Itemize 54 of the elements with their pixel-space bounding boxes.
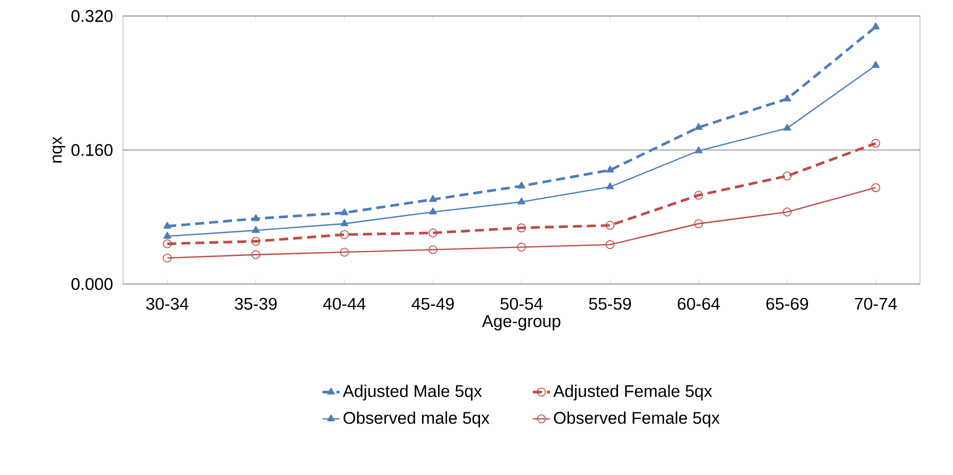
point bbox=[252, 226, 260, 233]
point bbox=[518, 182, 526, 188]
point bbox=[428, 228, 438, 238]
point bbox=[340, 248, 349, 257]
point bbox=[252, 214, 260, 222]
point bbox=[162, 254, 172, 262]
x-tick-label: 60-64 bbox=[678, 298, 720, 310]
point bbox=[694, 122, 703, 130]
point bbox=[694, 190, 704, 200]
x-tick-label: 55-59 bbox=[589, 298, 631, 310]
point bbox=[251, 236, 260, 246]
x-tick-label: 35-39 bbox=[234, 298, 277, 310]
point bbox=[517, 223, 526, 232]
point bbox=[694, 219, 704, 228]
point bbox=[518, 197, 526, 204]
point bbox=[429, 194, 437, 202]
point bbox=[783, 94, 792, 102]
point bbox=[251, 250, 260, 260]
x-tick-label: 30-34 bbox=[146, 298, 188, 310]
legend-label: Adjusted Female 5qx bbox=[553, 384, 712, 400]
point bbox=[606, 182, 614, 190]
point bbox=[783, 124, 792, 131]
x-tick-label: 50-54 bbox=[500, 298, 543, 310]
y-tick-label: 0.000 bbox=[71, 278, 113, 290]
x-axis-title: Age-group bbox=[482, 315, 560, 330]
point bbox=[872, 22, 880, 30]
point bbox=[871, 138, 880, 148]
x-tick-label: 65-69 bbox=[766, 298, 808, 310]
x-tick-label: 70-74 bbox=[854, 298, 897, 310]
point bbox=[162, 239, 172, 248]
legend-label: Adjusted Male 5qx bbox=[342, 384, 482, 400]
point bbox=[163, 232, 172, 239]
point bbox=[694, 146, 703, 154]
point bbox=[871, 183, 880, 192]
point bbox=[782, 208, 792, 216]
point bbox=[606, 166, 614, 173]
point bbox=[340, 230, 349, 240]
point bbox=[163, 222, 172, 229]
y-tick-label: 0.160 bbox=[71, 144, 113, 156]
point bbox=[517, 242, 526, 252]
point bbox=[428, 245, 438, 254]
legend-label: Observed Female 5qx bbox=[554, 411, 720, 428]
point bbox=[872, 60, 880, 68]
x-tick-label: 45-49 bbox=[412, 298, 454, 310]
legend-label: Observed male 5qx bbox=[344, 411, 490, 428]
point bbox=[340, 208, 348, 216]
point bbox=[782, 171, 792, 180]
point bbox=[340, 219, 348, 226]
y-axis-title: nqx bbox=[52, 136, 66, 163]
point bbox=[429, 208, 437, 214]
y-tick-label: 0.320 bbox=[71, 10, 113, 22]
x-tick-label: 40-44 bbox=[323, 298, 366, 310]
point bbox=[606, 220, 615, 230]
point bbox=[606, 240, 615, 250]
